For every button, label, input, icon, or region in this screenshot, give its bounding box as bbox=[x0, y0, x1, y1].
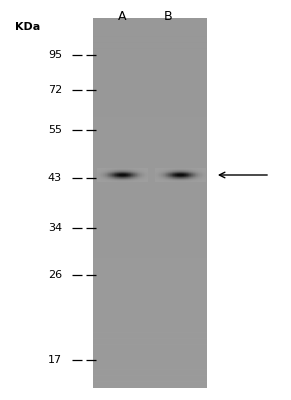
Bar bbox=[93, 227, 207, 234]
Bar bbox=[93, 67, 207, 74]
Bar bbox=[93, 61, 207, 67]
Bar bbox=[93, 110, 207, 117]
Bar bbox=[93, 338, 207, 345]
Bar bbox=[93, 73, 207, 80]
Text: 72: 72 bbox=[48, 85, 62, 95]
Bar bbox=[93, 264, 207, 271]
Bar bbox=[93, 308, 207, 314]
Bar bbox=[93, 363, 207, 370]
Bar bbox=[93, 36, 207, 43]
Bar bbox=[93, 369, 207, 376]
Bar bbox=[93, 332, 207, 339]
Bar bbox=[93, 289, 207, 296]
Bar bbox=[93, 141, 207, 148]
Bar bbox=[93, 215, 207, 222]
Bar bbox=[93, 166, 207, 172]
Bar bbox=[93, 153, 207, 160]
Bar bbox=[93, 98, 207, 104]
Text: A: A bbox=[118, 10, 126, 23]
Bar bbox=[93, 42, 207, 49]
Bar bbox=[93, 326, 207, 332]
Bar bbox=[93, 382, 207, 388]
Bar bbox=[93, 128, 207, 135]
Bar bbox=[93, 209, 207, 215]
Text: KDa: KDa bbox=[15, 22, 41, 32]
Text: 55: 55 bbox=[48, 125, 62, 135]
Bar bbox=[93, 135, 207, 141]
Bar bbox=[93, 116, 207, 123]
Bar bbox=[93, 301, 207, 308]
Bar bbox=[93, 147, 207, 154]
Bar bbox=[93, 234, 207, 240]
Bar bbox=[93, 283, 207, 289]
Bar bbox=[93, 221, 207, 228]
Bar bbox=[93, 344, 207, 351]
Bar bbox=[93, 258, 207, 265]
Bar bbox=[93, 178, 207, 184]
Bar bbox=[93, 357, 207, 363]
Text: 34: 34 bbox=[48, 223, 62, 233]
Bar bbox=[93, 48, 207, 55]
Bar bbox=[93, 196, 207, 203]
Bar bbox=[93, 314, 207, 320]
Bar bbox=[93, 30, 207, 36]
Bar bbox=[93, 184, 207, 191]
Bar bbox=[93, 24, 207, 30]
Bar bbox=[93, 160, 207, 166]
Bar bbox=[93, 375, 207, 382]
Bar bbox=[93, 246, 207, 252]
Bar bbox=[93, 55, 207, 61]
Bar bbox=[93, 104, 207, 110]
Bar bbox=[93, 295, 207, 302]
Bar bbox=[93, 320, 207, 326]
Bar bbox=[93, 270, 207, 277]
Bar bbox=[93, 18, 207, 24]
Bar bbox=[93, 240, 207, 246]
Bar bbox=[93, 252, 207, 258]
Bar bbox=[93, 79, 207, 86]
Bar bbox=[93, 190, 207, 197]
Bar bbox=[93, 172, 207, 178]
Text: 43: 43 bbox=[48, 173, 62, 183]
Bar bbox=[93, 350, 207, 357]
Bar bbox=[93, 18, 207, 388]
Text: 26: 26 bbox=[48, 270, 62, 280]
Text: B: B bbox=[164, 10, 172, 23]
Bar bbox=[93, 203, 207, 209]
Bar bbox=[93, 92, 207, 98]
Bar bbox=[93, 86, 207, 92]
Bar bbox=[93, 122, 207, 129]
Text: 17: 17 bbox=[48, 355, 62, 365]
Text: 95: 95 bbox=[48, 50, 62, 60]
Bar bbox=[93, 277, 207, 283]
